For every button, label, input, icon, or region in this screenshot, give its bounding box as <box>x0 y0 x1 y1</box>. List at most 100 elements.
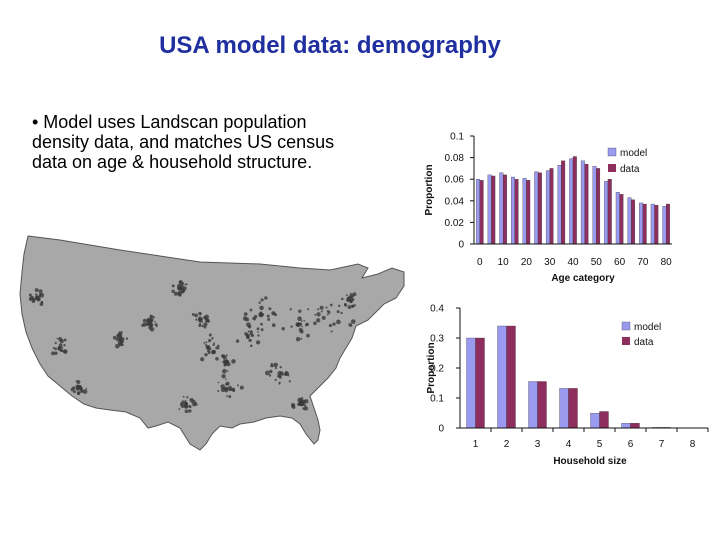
urban-dot <box>224 386 229 391</box>
urban-dot <box>194 313 198 318</box>
urban-dot <box>195 318 198 321</box>
urban-dot <box>268 374 272 377</box>
bar-data <box>502 174 507 245</box>
urban-dot <box>303 404 307 407</box>
urban-dot <box>266 314 270 318</box>
urban-dot <box>221 354 226 359</box>
urban-dot <box>222 386 226 390</box>
urban-dot <box>76 380 81 385</box>
bar-data <box>549 168 554 245</box>
y-tick-label: 0.06 <box>445 175 465 186</box>
bar-model <box>476 179 480 245</box>
urban-dot <box>29 295 34 300</box>
urban-dot <box>277 371 282 376</box>
bar-model <box>522 177 527 245</box>
urban-dot <box>201 324 204 328</box>
urban-dot <box>258 312 264 317</box>
urban-dot <box>215 346 219 350</box>
urban-dot <box>222 361 224 364</box>
bar-data <box>607 179 612 245</box>
urban-dot <box>73 390 77 394</box>
urban-dot <box>186 396 189 399</box>
urban-dot <box>306 333 310 338</box>
urban-dot <box>249 308 253 312</box>
urban-dot <box>63 343 66 347</box>
urban-dot <box>281 326 285 331</box>
bar-data <box>561 160 566 245</box>
legend-swatch-model <box>621 321 631 331</box>
urban-dot <box>189 398 192 401</box>
urban-dot <box>319 305 324 310</box>
urban-dot <box>200 357 205 362</box>
bar-data <box>584 163 589 245</box>
urban-dot <box>287 374 290 377</box>
y-tick-label: 0.2 <box>430 364 444 375</box>
urban-dot <box>59 346 62 349</box>
urban-dot <box>300 320 303 322</box>
urban-dot <box>351 304 355 308</box>
urban-dot <box>274 378 277 382</box>
urban-dot <box>301 399 306 404</box>
urban-dot <box>279 365 282 369</box>
x-tick-label: 0 <box>477 257 483 268</box>
x-tick-label: 7 <box>659 439 665 450</box>
x-tick-label: 4 <box>566 439 572 450</box>
bar-data <box>514 179 519 245</box>
urban-dot <box>297 316 302 322</box>
urban-dot <box>178 288 181 291</box>
urban-dot <box>320 310 323 313</box>
urban-dot <box>249 344 253 348</box>
urban-dot <box>313 321 317 326</box>
y-axis-label: Proportion <box>426 342 437 393</box>
urban-dot <box>225 395 228 397</box>
urban-dot <box>154 323 158 327</box>
urban-dot <box>211 349 216 355</box>
urban-dot <box>290 404 295 408</box>
urban-dot <box>251 334 254 337</box>
urban-dot <box>58 343 63 348</box>
urban-dot <box>52 346 55 349</box>
urban-dot <box>121 343 124 347</box>
urban-dot <box>349 324 353 327</box>
x-tick-label: 10 <box>498 257 510 268</box>
y-axis-label: Proportion <box>424 164 435 215</box>
x-tick-label: 1 <box>473 439 479 450</box>
bar-data <box>572 156 577 245</box>
urban-dot <box>273 362 278 368</box>
age-distribution-chart: 0 0.02 0.04 0.06 0.08 0.1 0 10 20 30 40 50 60 70 80 A… <box>424 132 672 285</box>
urban-dot <box>207 349 211 353</box>
urban-dot <box>62 349 68 354</box>
urban-dot <box>226 370 229 372</box>
urban-dot <box>63 338 67 342</box>
bar-model <box>528 381 538 429</box>
urban-dot <box>117 340 123 345</box>
urban-dot <box>298 309 302 313</box>
urban-dot <box>244 332 249 336</box>
bar-model <box>534 171 539 245</box>
urban-dot <box>206 319 210 323</box>
urban-dot <box>245 335 250 340</box>
urban-dot <box>142 322 147 327</box>
urban-dot <box>54 347 58 351</box>
urban-dot <box>301 325 303 328</box>
urban-dot <box>180 288 186 293</box>
urban-dot <box>289 308 292 311</box>
urban-dot <box>198 322 202 326</box>
bar-data <box>596 168 601 245</box>
bar-model <box>604 181 609 245</box>
urban-dot <box>274 366 278 370</box>
urban-dot <box>38 289 43 294</box>
x-tick-label: 20 <box>521 257 533 268</box>
urban-dot <box>56 337 59 340</box>
urban-dot <box>316 312 321 317</box>
urban-dot <box>203 342 206 344</box>
urban-dot <box>326 309 330 313</box>
bars <box>466 325 702 429</box>
urban-dot <box>204 352 208 357</box>
x-tick-label: 60 <box>614 257 626 268</box>
bar-data <box>526 180 531 245</box>
x-tick-label: 5 <box>597 439 603 450</box>
urban-dot <box>184 409 189 414</box>
x-tick-label: 40 <box>567 257 579 268</box>
bar-model <box>627 197 632 245</box>
